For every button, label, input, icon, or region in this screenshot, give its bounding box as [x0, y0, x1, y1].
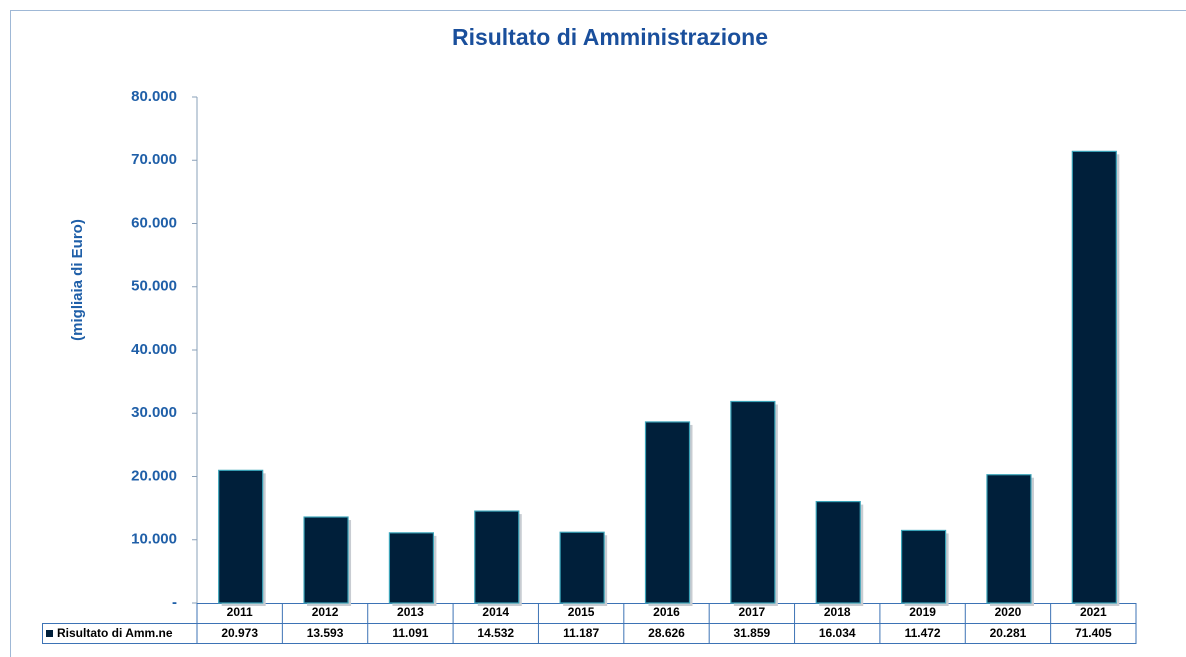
y-tick-label: 70.000	[131, 151, 177, 168]
legend-label: Risultato di Amm.ne	[57, 626, 173, 640]
data-label: 20.281	[990, 626, 1027, 640]
bar	[815, 500, 861, 604]
y-tick-label: 40.000	[131, 341, 177, 358]
bar	[474, 510, 520, 604]
x-tick-label: 2013	[397, 605, 424, 619]
x-tick-label: 2017	[739, 605, 766, 619]
bar	[986, 474, 1032, 604]
data-label: 11.091	[392, 626, 428, 640]
x-tick-label: 2016	[653, 605, 680, 619]
data-label: 20.973	[221, 626, 258, 640]
bar	[559, 531, 605, 604]
x-tick-label: 2014	[482, 605, 509, 619]
bar	[218, 469, 264, 604]
x-tick-label: 2015	[568, 605, 595, 619]
data-label: 11.472	[905, 626, 941, 640]
x-tick-label: 2019	[909, 605, 936, 619]
y-tick-label: 50.000	[131, 278, 177, 295]
chart-title: Risultato di Amministrazione	[452, 24, 768, 50]
data-label: 71.405	[1075, 626, 1112, 640]
data-label: 31.859	[734, 626, 771, 640]
data-label: 14.532	[477, 626, 514, 640]
bar	[730, 400, 776, 604]
bar	[1071, 150, 1117, 604]
x-tick-label: 2020	[995, 605, 1022, 619]
bar	[644, 421, 691, 604]
bar	[900, 529, 947, 604]
x-tick-label: 2012	[312, 605, 339, 619]
y-tick-label: 60.000	[131, 214, 177, 231]
data-label: 16.034	[819, 626, 856, 640]
chart-border	[10, 10, 1186, 657]
y-tick-label: 20.000	[131, 467, 177, 484]
bar	[388, 532, 435, 604]
data-label: 28.626	[648, 626, 685, 640]
y-tick-label: 80.000	[131, 88, 177, 105]
y-tick-label: 30.000	[131, 404, 177, 421]
y-tick-label: -	[172, 594, 177, 611]
x-tick-label: 2011	[227, 605, 253, 619]
legend-key	[46, 630, 53, 637]
x-tick-label: 2021	[1080, 605, 1107, 619]
y-axis-label: (migliaia di Euro)	[69, 219, 86, 341]
x-tick-label: 2018	[824, 605, 851, 619]
data-label: 13.593	[307, 626, 344, 640]
data-label: 11.187	[563, 626, 599, 640]
bar	[303, 516, 349, 604]
y-tick-label: 10.000	[131, 531, 177, 548]
